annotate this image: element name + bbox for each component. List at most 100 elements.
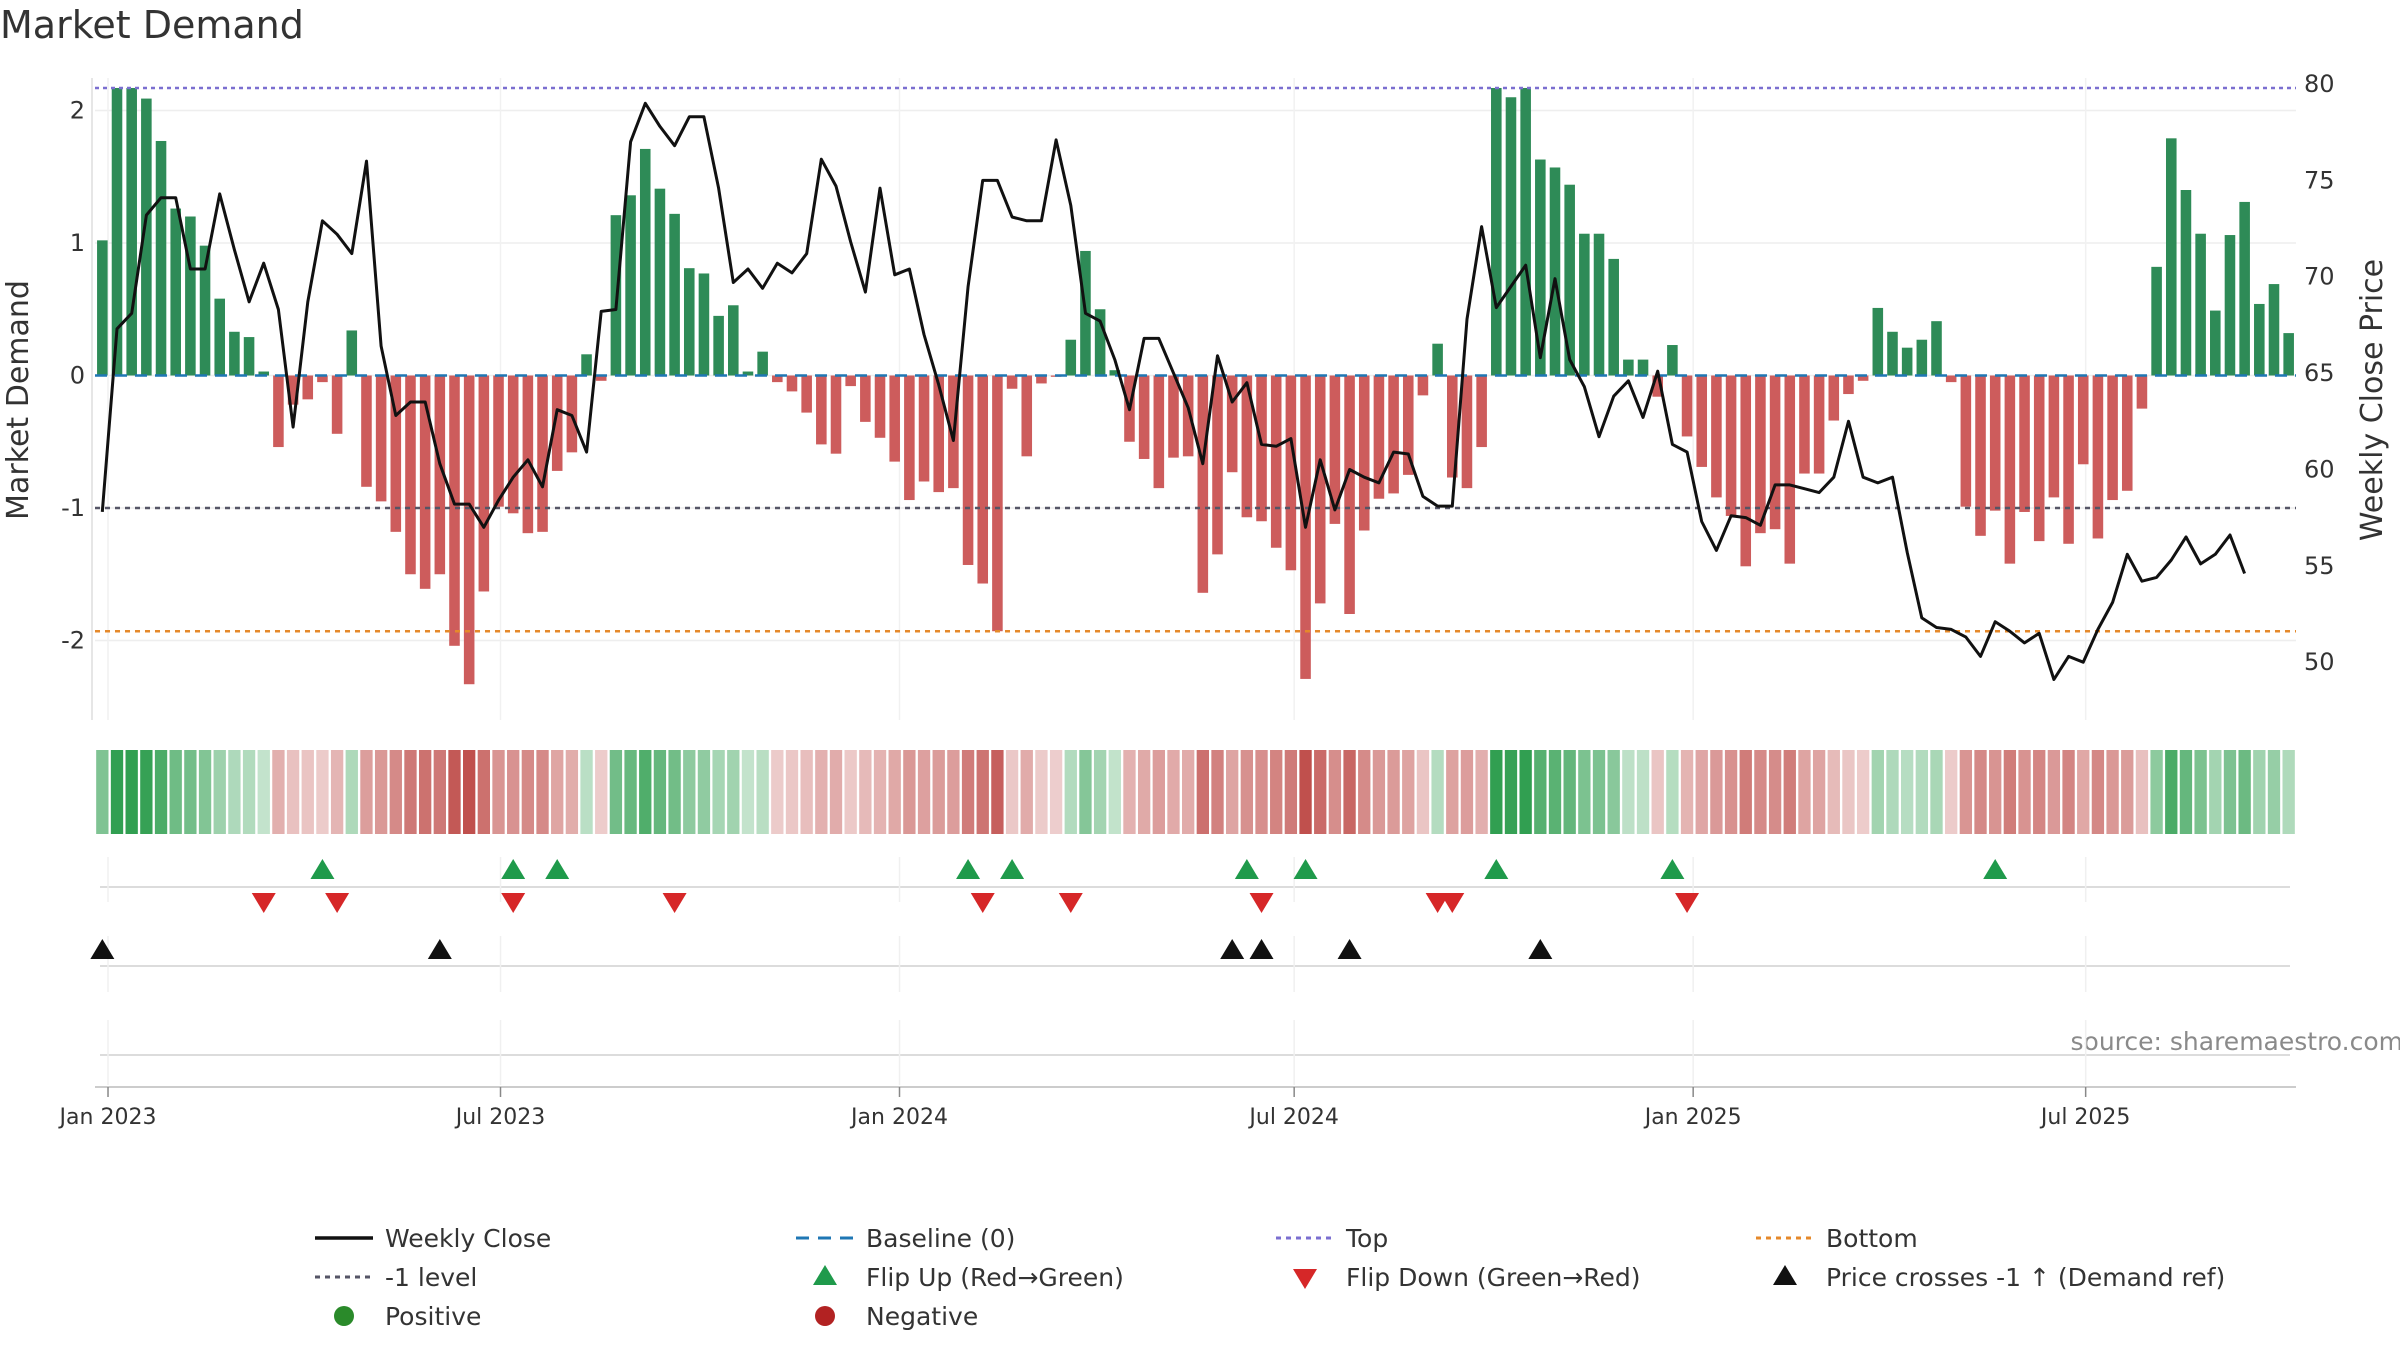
demand-bar-positive [1901,347,1913,376]
demand-bar-positive [742,371,754,376]
heat-strip-cell [96,750,109,834]
heat-strip-cell [1827,750,1840,834]
demand-bar-positive [581,354,592,376]
x-tick-label: Jan 2024 [849,1105,948,1130]
demand-bar-positive [1608,258,1619,376]
heat-strip-cell [1798,750,1811,834]
heat-strip-cell [2282,750,2295,834]
heat-strip-cell [301,750,314,834]
heat-strip-cell [1636,750,1650,834]
heat-strip-cell [213,750,226,834]
demand-bar-positive [1520,87,1531,376]
heat-strip-cell [1211,750,1224,834]
y-tick-label: -1 [61,494,85,522]
demand-bar-positive [199,245,211,376]
heat-strip-cell [1607,750,1620,834]
price-cross-marker [1337,939,1362,959]
demand-bar-negative [845,375,856,387]
demand-bar-negative [405,375,416,575]
heat-strip-cell [125,750,138,834]
heat-strip-cell [1284,750,1298,834]
demand-bar-negative [478,375,490,592]
demand-bar-positive [243,337,255,376]
heat-strip-cell [228,750,241,834]
demand-bar-positive [1931,321,1942,376]
heat-strip-cell [1622,750,1635,834]
heat-strip-cell [2194,750,2207,834]
heat-strip-cell [2106,750,2119,834]
y-axis-label: Market Demand [1,280,36,520]
demand-bar-positive [1491,87,1502,376]
heat-strip-cell [1475,750,1488,834]
heat-strip-cell [257,750,270,834]
heat-strip-cell [1431,750,1444,834]
demand-bar-negative [1828,375,1840,421]
heat-strip-cell [140,750,153,834]
heat-strip-cell [815,750,828,834]
heat-strip-cell [433,750,446,834]
demand-bar-positive [2165,138,2177,376]
demand-bar-negative [317,375,328,383]
heat-strip-cell [1049,750,1063,834]
demand-bar-negative [1021,375,1033,457]
demand-bar-negative [375,375,387,502]
heat-strip-cell [1079,750,1092,834]
heat-strip-cell [565,750,579,834]
heat-strip-cell [829,750,843,834]
heat-strip-cell [1695,750,1708,834]
heat-strip-cell [418,750,432,834]
weekly-close-line [100,101,2247,681]
heat-strip-cell [1035,750,1048,834]
legend-swatch-triangle-up [813,1265,837,1285]
y2-axis-label: Weekly Close Price [2355,259,2390,541]
demand-bar-negative [801,375,812,413]
heat-strip-cell [727,750,740,834]
heat-strip-cell [1578,750,1591,834]
y2-tick-label: 50 [2304,648,2335,676]
heat-strip-cell [2209,750,2222,834]
heat-strip-cell [844,750,857,834]
heat-strip-cell [653,750,667,834]
heat-strip-cell [1064,750,1077,834]
price-cross-marker [427,939,452,959]
demand-bar-positive [1505,97,1517,376]
heat-strip-cell [2033,750,2046,834]
flip-up-marker [1234,859,1259,879]
price-cross-marker [90,939,115,959]
demand-bar-positive [170,208,181,376]
heat-strip-cell [1945,750,1958,834]
heat-strip-cell [1768,750,1782,834]
flip-down-marker [325,893,350,913]
heat-strip-cell [2238,750,2251,834]
heat-strip-cell [507,750,520,834]
demand-bar-negative [1461,375,1473,489]
heat-strip-cell [1724,750,1738,834]
heat-strip-cell [1739,750,1752,834]
heat-strip-cell [1842,750,1855,834]
heat-strip-cell [1563,750,1576,834]
demand-bar-negative [493,375,504,507]
demand-bar-positive [1065,339,1077,376]
heat-strip-cell [1093,750,1107,834]
demand-bar-negative [2063,375,2074,544]
demand-bar-positive [1667,345,1678,376]
demand-bar-positive [669,213,680,376]
demand-bar-negative [1945,375,1957,383]
flip-up-marker [1660,859,1685,879]
heat-strip-cell [1754,750,1767,834]
heat-strip-cell [2223,750,2237,834]
demand-bar-negative [1168,375,1179,458]
legend-label: Top [1345,1224,1388,1253]
demand-bar-negative [2019,375,2030,512]
chart-title: Market Demand [0,3,304,47]
flip-down-marker [1440,893,1465,913]
heat-strip-cell [1915,750,1928,834]
heat-strip-cell [961,750,975,834]
heat-strip-cell [272,750,285,834]
heat-strip-cell [624,750,637,834]
legend-label: Positive [385,1302,481,1331]
y2-tick-label: 55 [2304,552,2335,580]
heat-strip-cell [859,750,872,834]
demand-bar-negative [537,375,548,532]
demand-bar-negative [361,375,372,487]
